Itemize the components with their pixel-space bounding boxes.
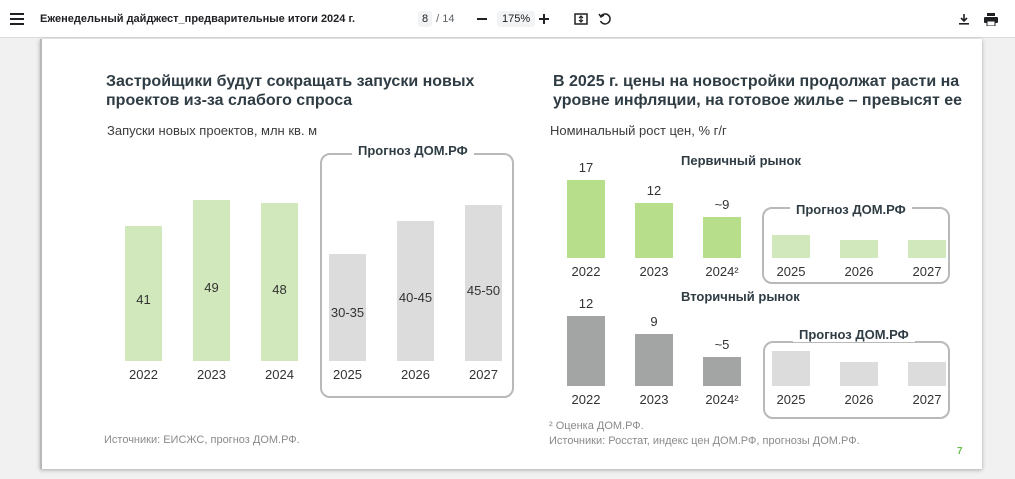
launches-year-label-3: 2025 bbox=[333, 367, 362, 382]
zoom-in-icon[interactable] bbox=[533, 8, 555, 30]
primary-market-title: Первичный рынок bbox=[681, 153, 801, 168]
secondary-bar-0 bbox=[567, 316, 605, 386]
primary-year-label-5: 2027 bbox=[912, 264, 942, 279]
fit-page-icon[interactable] bbox=[570, 8, 592, 30]
secondary-year-label-4: 2026 bbox=[844, 392, 874, 407]
launches-year-label-0: 2022 bbox=[129, 367, 158, 382]
launches-bar-4 bbox=[397, 221, 434, 361]
secondary-value-label-0: 12 bbox=[578, 296, 594, 311]
primary-year-label-0: 2022 bbox=[571, 264, 601, 279]
launches-value-label-2: 48 bbox=[272, 281, 287, 297]
zoom-level-input[interactable]: 175% bbox=[497, 11, 536, 27]
download-icon[interactable] bbox=[953, 8, 975, 30]
secondary-bar-3 bbox=[772, 351, 810, 386]
right-title-line1: В 2025 г. цены на новостройки продолжат … bbox=[553, 73, 960, 90]
launches-value-label-4: 40-45 bbox=[398, 290, 433, 306]
left-forecast-label: Прогноз ДОМ.РФ bbox=[352, 143, 474, 158]
launches-year-label-4: 2026 bbox=[401, 367, 430, 382]
left-title: Застройщики будут сокращать запуски новы… bbox=[106, 72, 474, 110]
pdf-toolbar: Еженедельный дайджест_предварительные ит… bbox=[0, 0, 1015, 38]
left-source: Источники: ЕИСЖС, прогноз ДОМ.РФ. bbox=[104, 434, 300, 446]
zoom-out-icon[interactable] bbox=[471, 8, 493, 30]
primary-bar-0 bbox=[567, 180, 605, 258]
launches-value-label-1: 49 bbox=[204, 280, 219, 296]
left-title-line1: Застройщики будут сокращать запуски новы… bbox=[106, 73, 475, 90]
secondary-market-title: Вторичный рынок bbox=[681, 289, 800, 304]
primary-year-label-1: 2023 bbox=[639, 264, 669, 279]
primary-year-label-4: 2026 bbox=[844, 264, 874, 279]
right-source: Источники: Росстат, индекс цен ДОМ.РФ, п… bbox=[549, 435, 860, 447]
launches-value-label-3: 30-35 bbox=[330, 304, 365, 320]
secondary-year-label-2: 2024² bbox=[705, 392, 739, 407]
launches-bar-5 bbox=[465, 204, 502, 361]
launches-bar-0 bbox=[125, 226, 162, 361]
secondary-bar-2 bbox=[703, 356, 741, 386]
launches-bar-2 bbox=[261, 203, 298, 361]
document-page: Застройщики будут сокращать запуски новы… bbox=[40, 39, 982, 469]
launches-bar-3 bbox=[329, 254, 366, 361]
secondary-forecast-label: Прогноз ДОМ.РФ bbox=[793, 327, 915, 342]
print-icon[interactable] bbox=[980, 8, 1002, 30]
page-total: / 14 bbox=[436, 13, 455, 25]
launches-value-label-0: 41 bbox=[136, 292, 151, 308]
primary-bar-2 bbox=[703, 216, 741, 258]
secondary-year-label-5: 2027 bbox=[912, 392, 942, 407]
primary-bar-4 bbox=[840, 239, 878, 258]
secondary-value-label-1: 9 bbox=[650, 313, 658, 329]
footnote: ² Оценка ДОМ.РФ. bbox=[549, 420, 644, 432]
launches-bar-1 bbox=[193, 199, 230, 361]
primary-bar-1 bbox=[635, 202, 673, 258]
page-edge bbox=[40, 39, 42, 469]
right-title-line2: уровне инфляции, на готовое жилье – прев… bbox=[553, 92, 963, 109]
secondary-year-label-0: 2022 bbox=[571, 392, 601, 407]
right-title: В 2025 г. цены на новостройки продолжат … bbox=[553, 72, 962, 110]
rotate-icon[interactable] bbox=[594, 8, 616, 30]
left-subtitle: Запуски новых проектов, млн кв. м bbox=[107, 123, 318, 138]
primary-value-label-1: 12 bbox=[646, 182, 662, 198]
page-number: 7 bbox=[957, 446, 963, 457]
launches-year-label-1: 2023 bbox=[197, 367, 226, 382]
primary-year-label-2: 2024² bbox=[705, 264, 739, 279]
right-subtitle: Номинальный рост цен, % г/г bbox=[550, 123, 727, 138]
launches-year-label-5: 2027 bbox=[469, 367, 498, 382]
page-indicator: 8 / 14 bbox=[418, 0, 454, 38]
secondary-forecast-frame bbox=[763, 341, 950, 419]
primary-bar-5 bbox=[908, 239, 946, 258]
secondary-bar-4 bbox=[840, 361, 878, 386]
page-number-input[interactable]: 8 bbox=[418, 11, 433, 27]
primary-bar-3 bbox=[772, 235, 810, 258]
secondary-year-label-3: 2025 bbox=[776, 392, 806, 407]
menu-icon[interactable] bbox=[6, 8, 28, 30]
secondary-year-label-1: 2023 bbox=[639, 392, 669, 407]
primary-value-label-2: ~9 bbox=[714, 196, 730, 212]
left-title-line2: проектов из-за слабого спроса bbox=[106, 92, 353, 109]
primary-year-label-3: 2025 bbox=[776, 264, 806, 279]
launches-value-label-5: 45-50 bbox=[466, 282, 501, 298]
secondary-value-label-2: ~5 bbox=[714, 336, 730, 352]
secondary-bar-5 bbox=[908, 361, 946, 386]
launches-year-label-2: 2024 bbox=[265, 367, 294, 382]
secondary-bar-1 bbox=[635, 333, 673, 386]
document-title: Еженедельный дайджест_предварительные ит… bbox=[40, 13, 356, 25]
primary-value-label-0: 17 bbox=[578, 160, 594, 175]
primary-forecast-label: Прогноз ДОМ.РФ bbox=[790, 202, 912, 217]
